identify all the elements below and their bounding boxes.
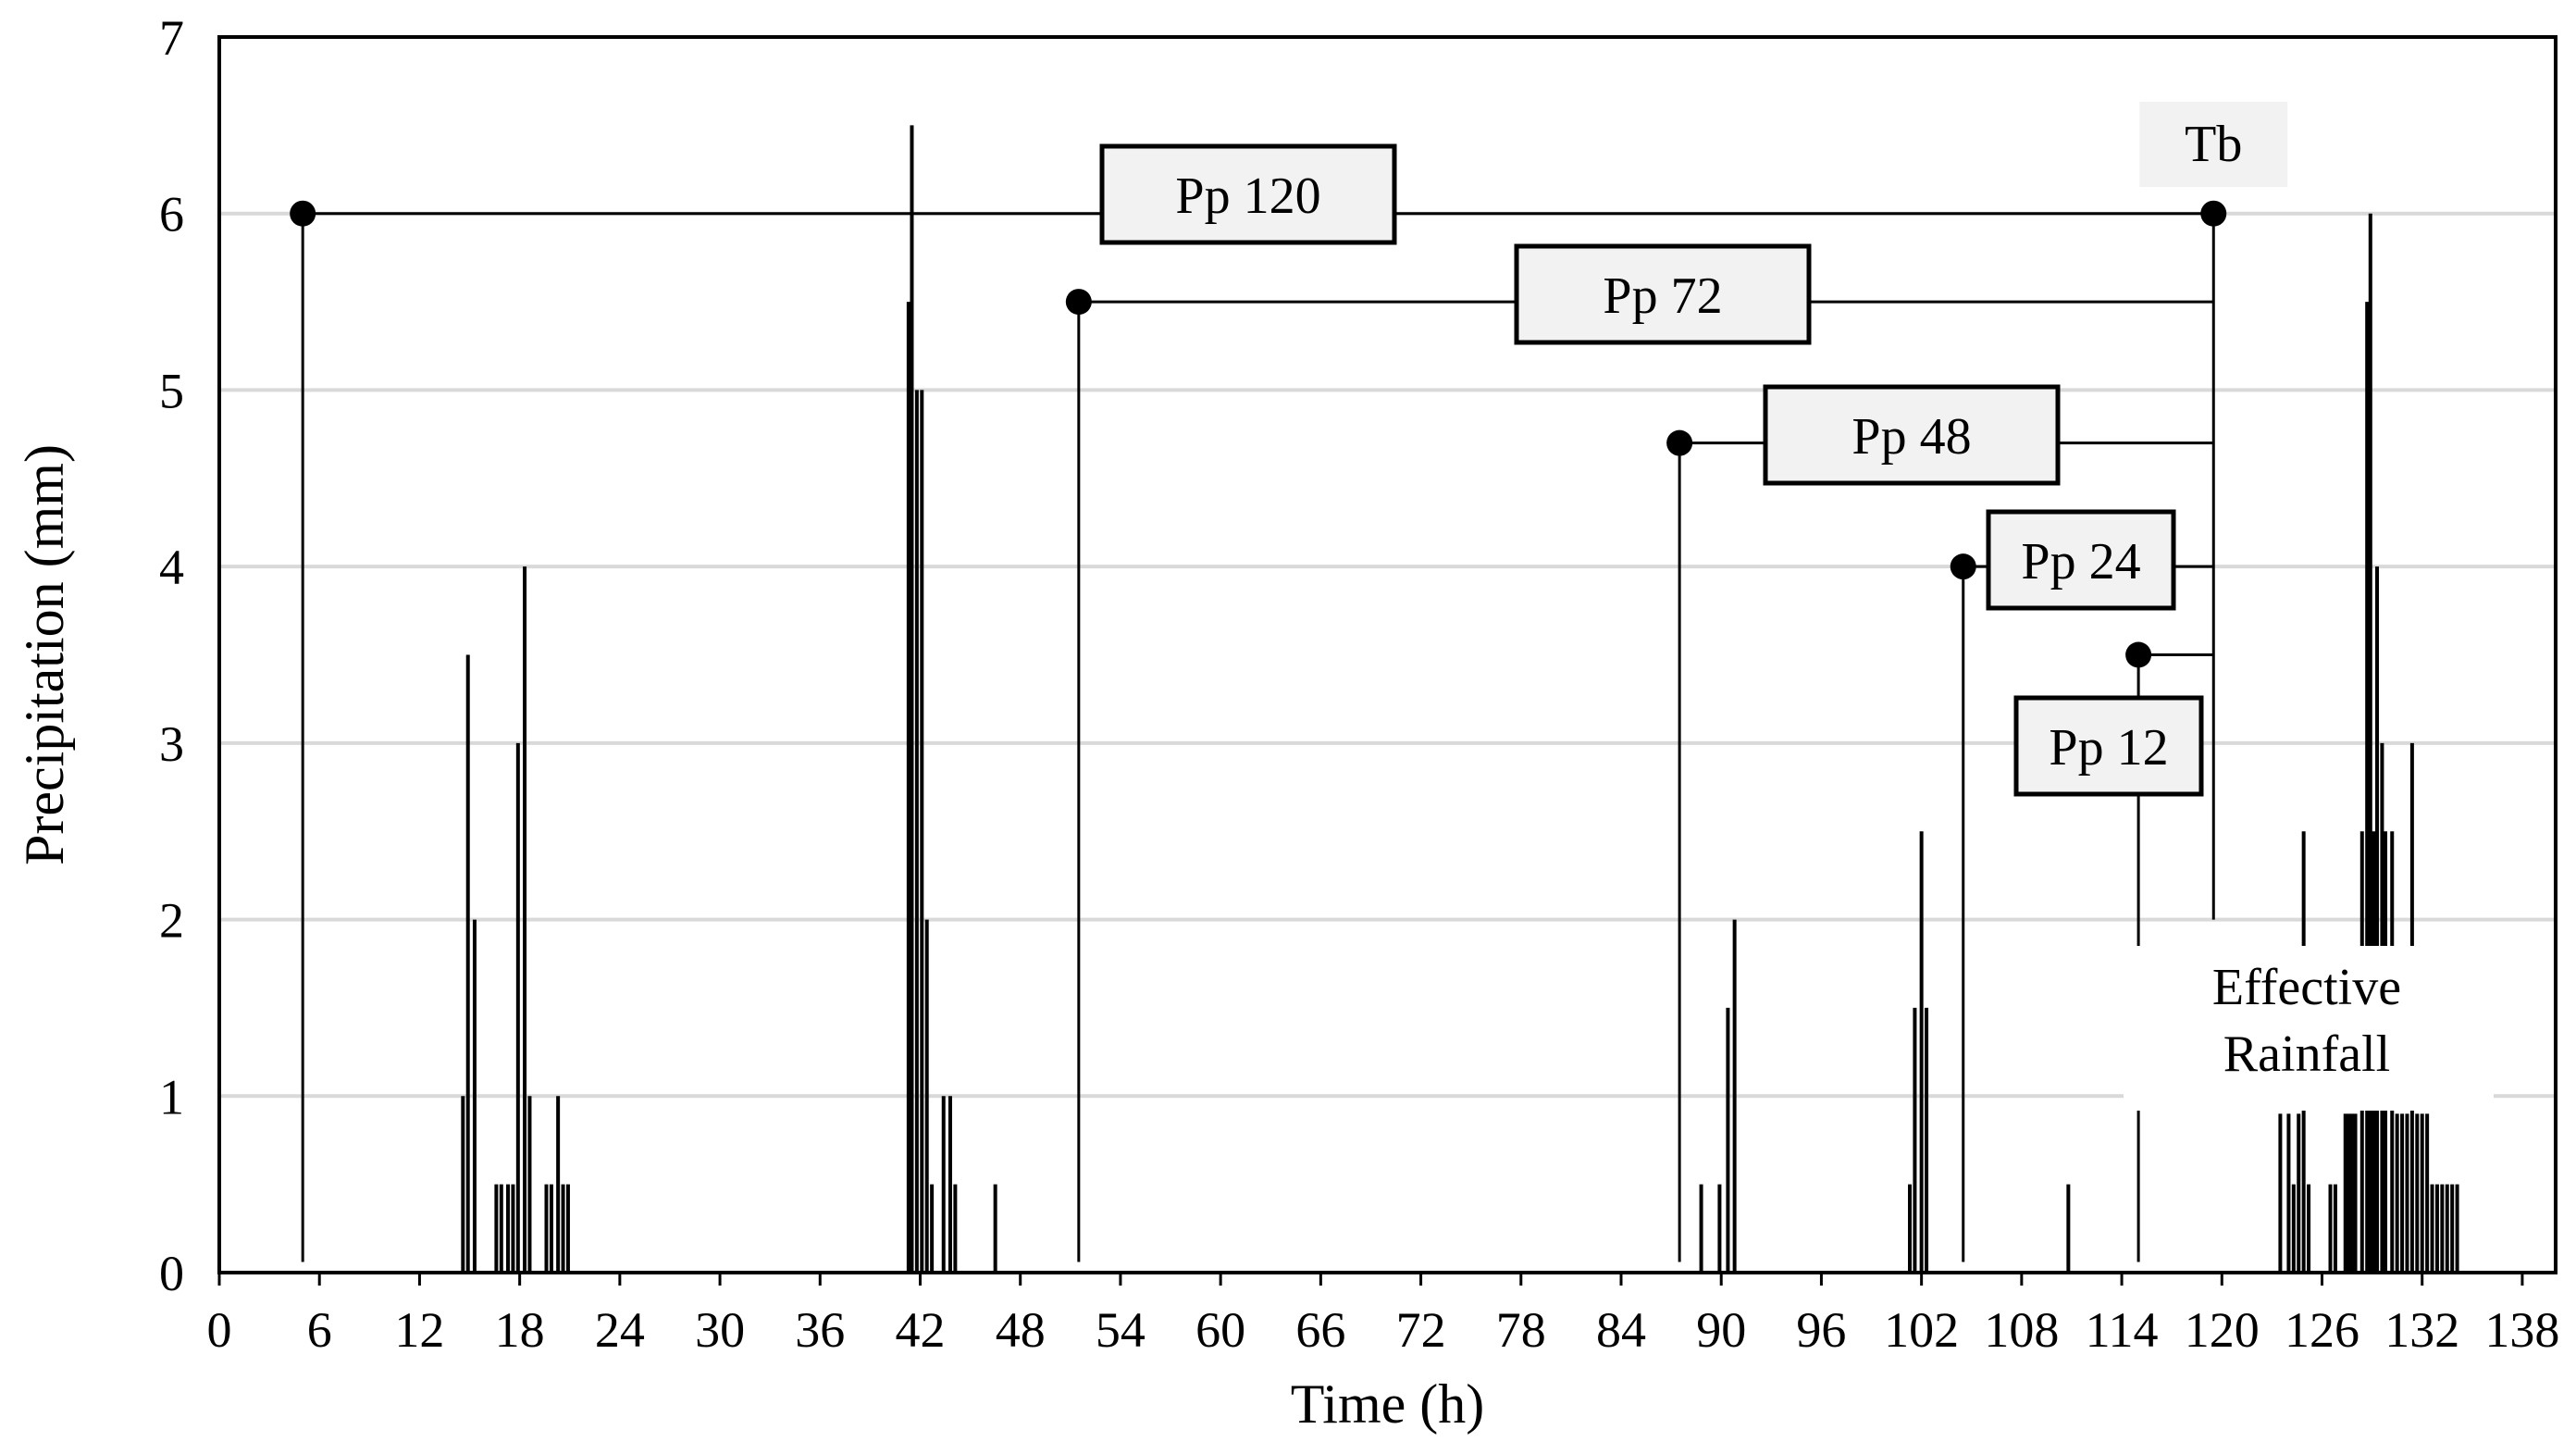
period-label-box <box>1514 243 1812 345</box>
period-label-box <box>1099 143 1397 245</box>
precipitation-periods: Tb Pp 120 Pp 72 Pp 48 Pp 24 Pp 12 Effective Rai… <box>290 102 2494 1262</box>
x-axis-title: Time (h) <box>1291 1373 1484 1435</box>
x-tick-label: 0 <box>207 1302 232 1358</box>
x-tick-label: 6 <box>307 1302 332 1358</box>
period-start-marker <box>1666 429 1693 456</box>
period-start-marker <box>290 200 316 227</box>
x-tick-label: 102 <box>1884 1302 1959 1358</box>
y-tick-label: 0 <box>159 1246 184 1301</box>
period-label: Pp 24 <box>2021 533 2140 590</box>
x-tick-label: 54 <box>1096 1302 1146 1358</box>
x-tick-label: 78 <box>1496 1302 1546 1358</box>
y-tick-label: 7 <box>159 10 184 66</box>
x-tick-label: 18 <box>495 1302 545 1358</box>
x-tick-label: 42 <box>896 1302 946 1358</box>
annotation-line1: Effective <box>2212 959 2401 1016</box>
x-tick-label: 66 <box>1295 1302 1345 1358</box>
rainfall-bars <box>461 125 2459 1273</box>
period-start-marker <box>1065 289 1092 316</box>
y-tick-label: 1 <box>159 1069 184 1125</box>
x-tick-label: 72 <box>1396 1302 1446 1358</box>
tb-label-box <box>2139 102 2288 187</box>
x-tick-label: 120 <box>2185 1302 2260 1358</box>
y-tick-label: 2 <box>159 893 184 949</box>
x-tick-label: 138 <box>2484 1302 2559 1358</box>
period-label: Pp 72 <box>1603 267 1722 325</box>
x-axis-ticks: 0 6 12 18 24 30 36 42 48 54 60 66 72 78 84 90 96 102 108 11… <box>207 1273 2559 1358</box>
y-axis-ticks: 0 1 2 3 4 5 6 7 <box>159 10 184 1301</box>
x-tick-label: 114 <box>2086 1302 2159 1358</box>
x-tick-label: 96 <box>1796 1302 1846 1358</box>
annotation-line2: Rainfall <box>2223 1025 2390 1083</box>
x-tick-label: 108 <box>1984 1302 2059 1358</box>
period-start-marker <box>1950 553 1976 580</box>
period-label-box <box>2013 695 2204 797</box>
y-tick-label: 4 <box>159 540 184 595</box>
period-label: Pp 12 <box>2049 719 2168 777</box>
y-tick-label: 6 <box>159 187 184 242</box>
tb-label: Tb <box>2185 116 2242 173</box>
period-label: Pp 120 <box>1175 168 1320 225</box>
period-label-box <box>1763 384 2061 486</box>
x-tick-label: 48 <box>996 1302 1046 1358</box>
y-axis-title: Precipitation (mm) <box>14 444 75 865</box>
x-tick-label: 30 <box>695 1302 745 1358</box>
period-label: Pp 48 <box>1852 408 1971 466</box>
y-tick-label: 3 <box>159 716 184 772</box>
x-tick-label: 12 <box>394 1302 444 1358</box>
plot-frame <box>217 35 2557 1274</box>
annotation-background <box>2124 946 2494 1111</box>
x-tick-label: 84 <box>1596 1302 1646 1358</box>
x-tick-label: 126 <box>2285 1302 2359 1358</box>
x-tick-label: 36 <box>795 1302 845 1358</box>
x-tick-label: 24 <box>595 1302 645 1358</box>
x-tick-label: 60 <box>1195 1302 1245 1358</box>
x-tick-label: 90 <box>1696 1302 1746 1358</box>
period-start-marker <box>2125 641 2152 668</box>
y-tick-label: 5 <box>159 363 184 418</box>
x-tick-label: 132 <box>2384 1302 2459 1358</box>
period-label-box <box>1986 509 2176 611</box>
